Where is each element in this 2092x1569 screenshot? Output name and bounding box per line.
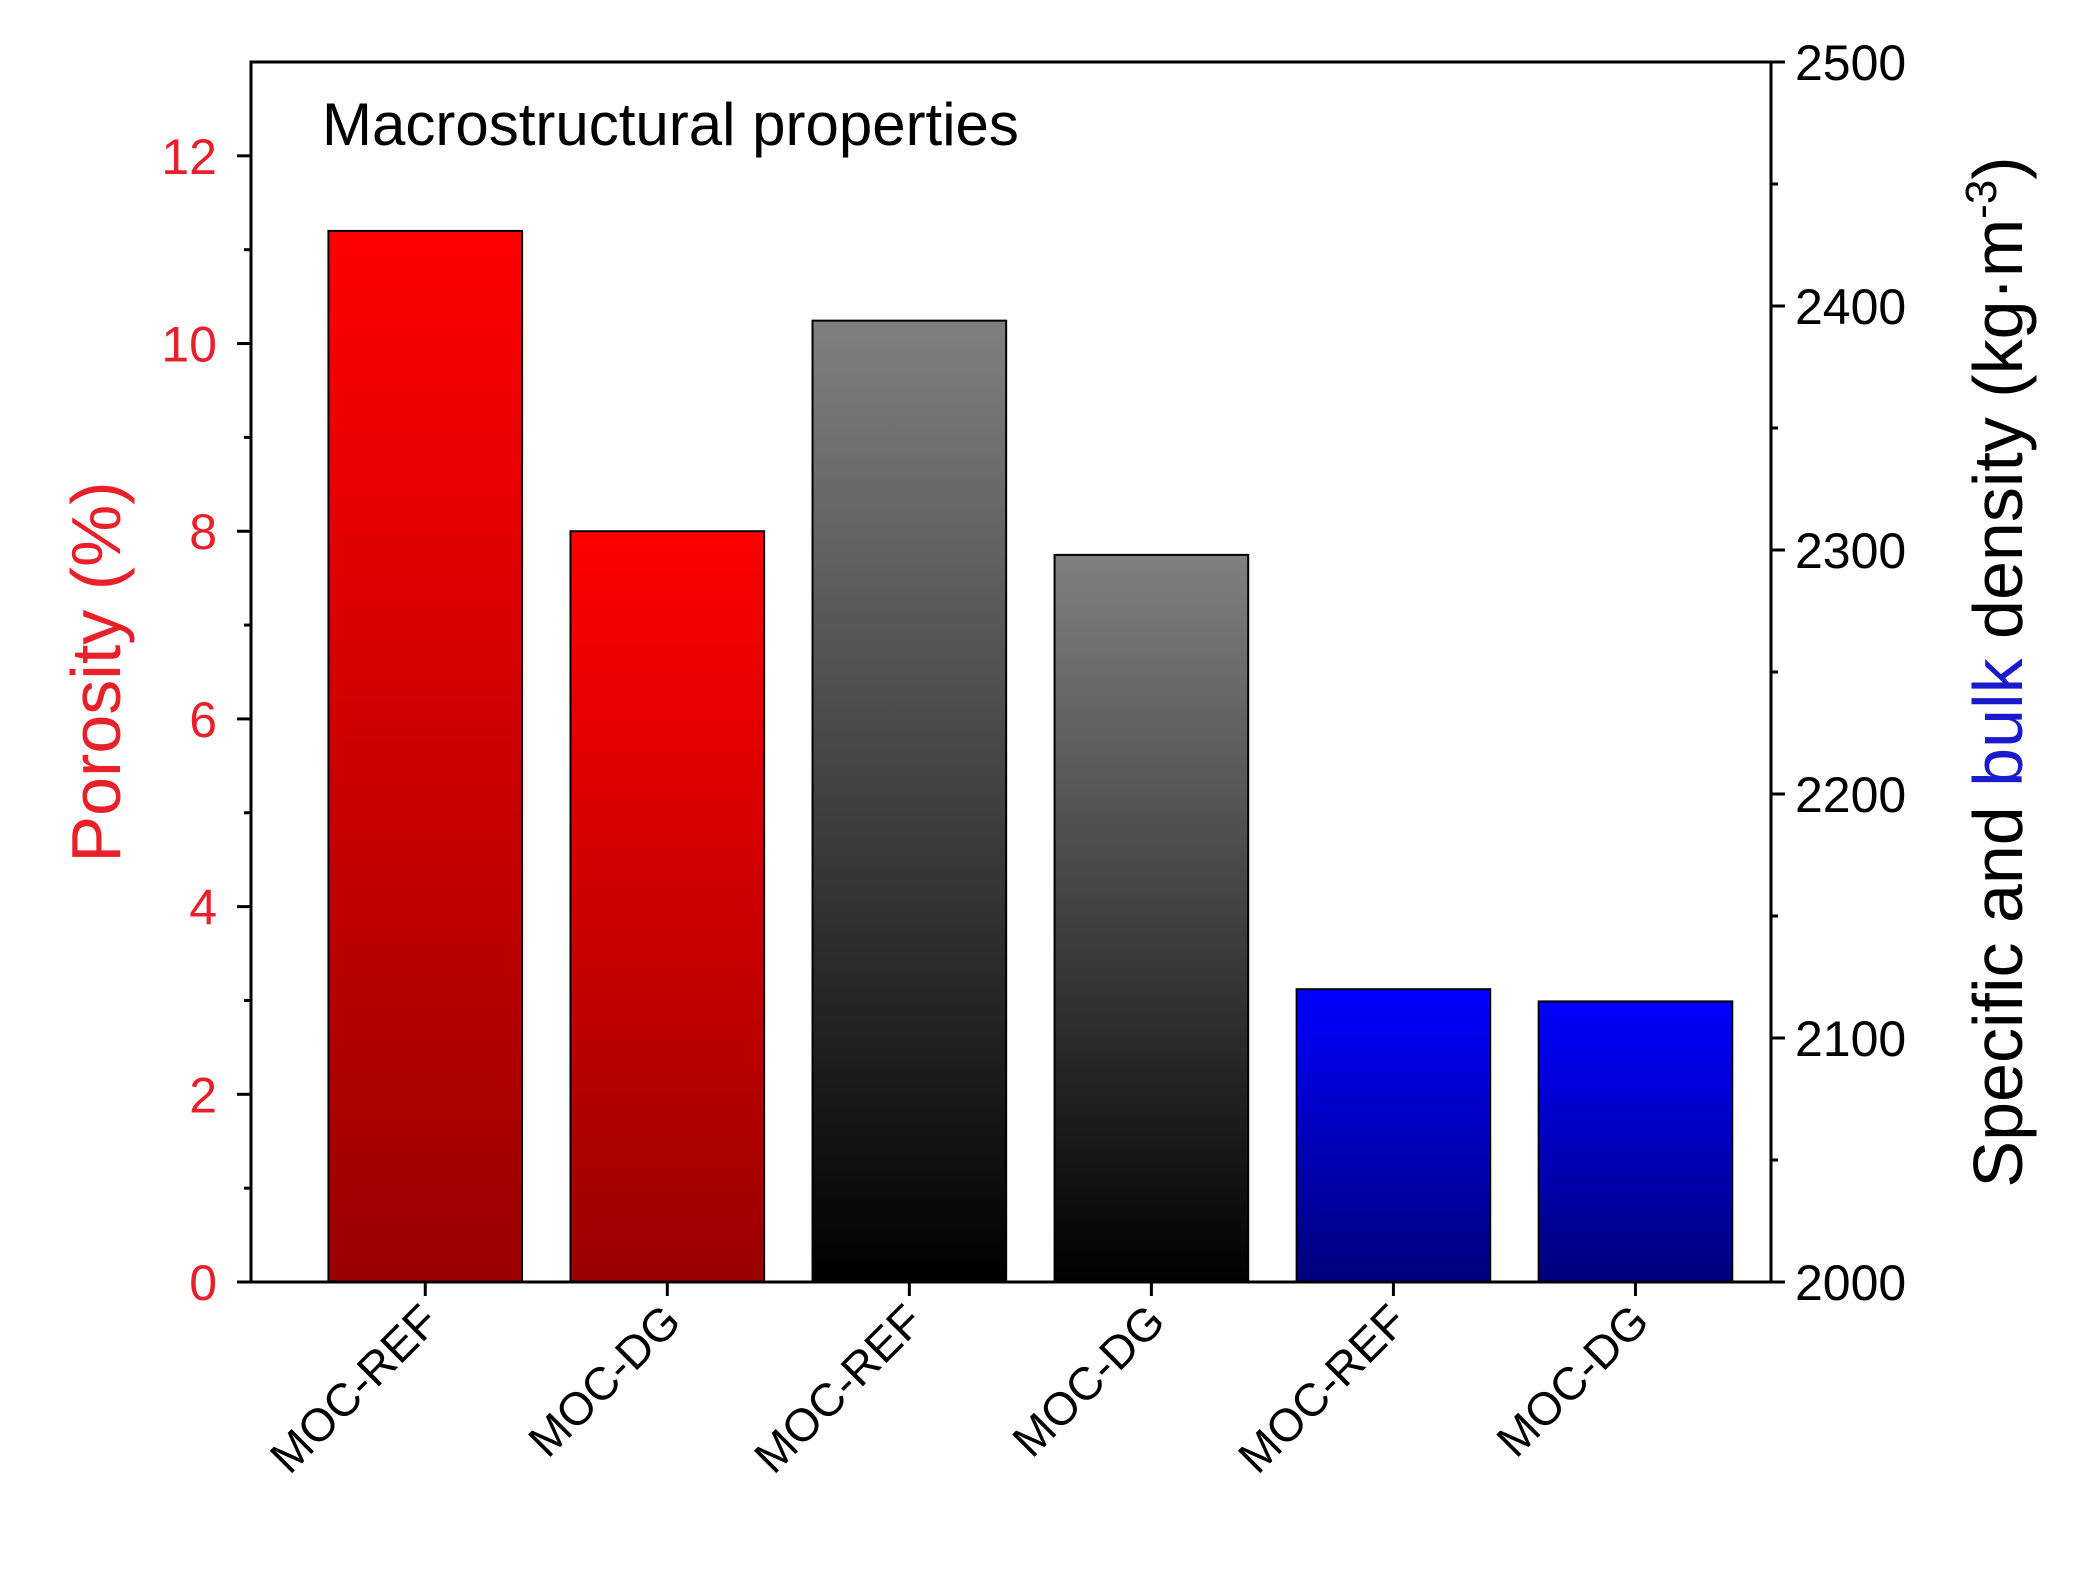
y-left-tick-label: 4 bbox=[189, 880, 217, 936]
y-left-tick-label: 8 bbox=[189, 504, 217, 560]
x-tick-label-moc-dg: MOC-DG bbox=[1486, 1294, 1658, 1466]
y-right-label-part: -3 bbox=[1957, 180, 2006, 219]
y-right-label-part: ) bbox=[1959, 156, 2037, 179]
y-left-label: Porosity (%) bbox=[57, 481, 135, 862]
y-right-label: Specific and bulk density (kg·m-3) bbox=[1957, 156, 2037, 1187]
chart-title: Macrostructural properties bbox=[322, 91, 1019, 158]
y-right-tick-label: 2300 bbox=[1795, 523, 1906, 579]
right-axis: 2000 2100 2200 2300 2400 2500 bbox=[1771, 35, 1906, 1311]
x-axis: MOC-REF MOC-DG MOC-REF MOC-DG MOC-REF MOC-DG bbox=[260, 1282, 1659, 1483]
y-right-tick-label: 2000 bbox=[1795, 1255, 1906, 1311]
y-right-tick-label: 2400 bbox=[1795, 279, 1906, 335]
x-tick-label-moc-ref: MOC-REF bbox=[260, 1294, 449, 1483]
y-right-tick-label: 2500 bbox=[1795, 35, 1906, 91]
bar-moc-ref-2 bbox=[811, 319, 1008, 1283]
y-left-tick-label: 2 bbox=[189, 1067, 217, 1123]
y-right-label-part: density (kg·m bbox=[1959, 219, 2037, 659]
x-tick-label-moc-dg: MOC-DG bbox=[1002, 1294, 1174, 1466]
y-right-tick-label: 2100 bbox=[1795, 1011, 1906, 1067]
bar-moc-dg-1 bbox=[569, 530, 766, 1283]
y-left-tick-label: 10 bbox=[161, 317, 217, 373]
left-axis: 0 2 4 6 8 10 12 bbox=[161, 129, 251, 1311]
y-left-tick-label: 0 bbox=[189, 1255, 217, 1311]
bars-layer bbox=[327, 229, 1734, 1284]
y-right-tick-label: 2200 bbox=[1795, 767, 1906, 823]
y-right-label-part: bulk bbox=[1959, 657, 2037, 786]
bar-moc-ref-4 bbox=[1295, 988, 1492, 1283]
bar-moc-dg-3 bbox=[1053, 553, 1250, 1283]
x-tick-label-moc-ref: MOC-REF bbox=[744, 1294, 933, 1483]
x-tick-label-moc-dg: MOC-DG bbox=[518, 1294, 690, 1466]
x-tick-label-moc-ref: MOC-REF bbox=[1228, 1294, 1417, 1483]
y-left-tick-label: 12 bbox=[161, 129, 217, 185]
bar-moc-dg-5 bbox=[1537, 1000, 1734, 1284]
bar-moc-ref-0 bbox=[327, 229, 524, 1283]
y-left-tick-label: 6 bbox=[189, 692, 217, 748]
y-right-label-part: Specific and bbox=[1959, 787, 2037, 1188]
